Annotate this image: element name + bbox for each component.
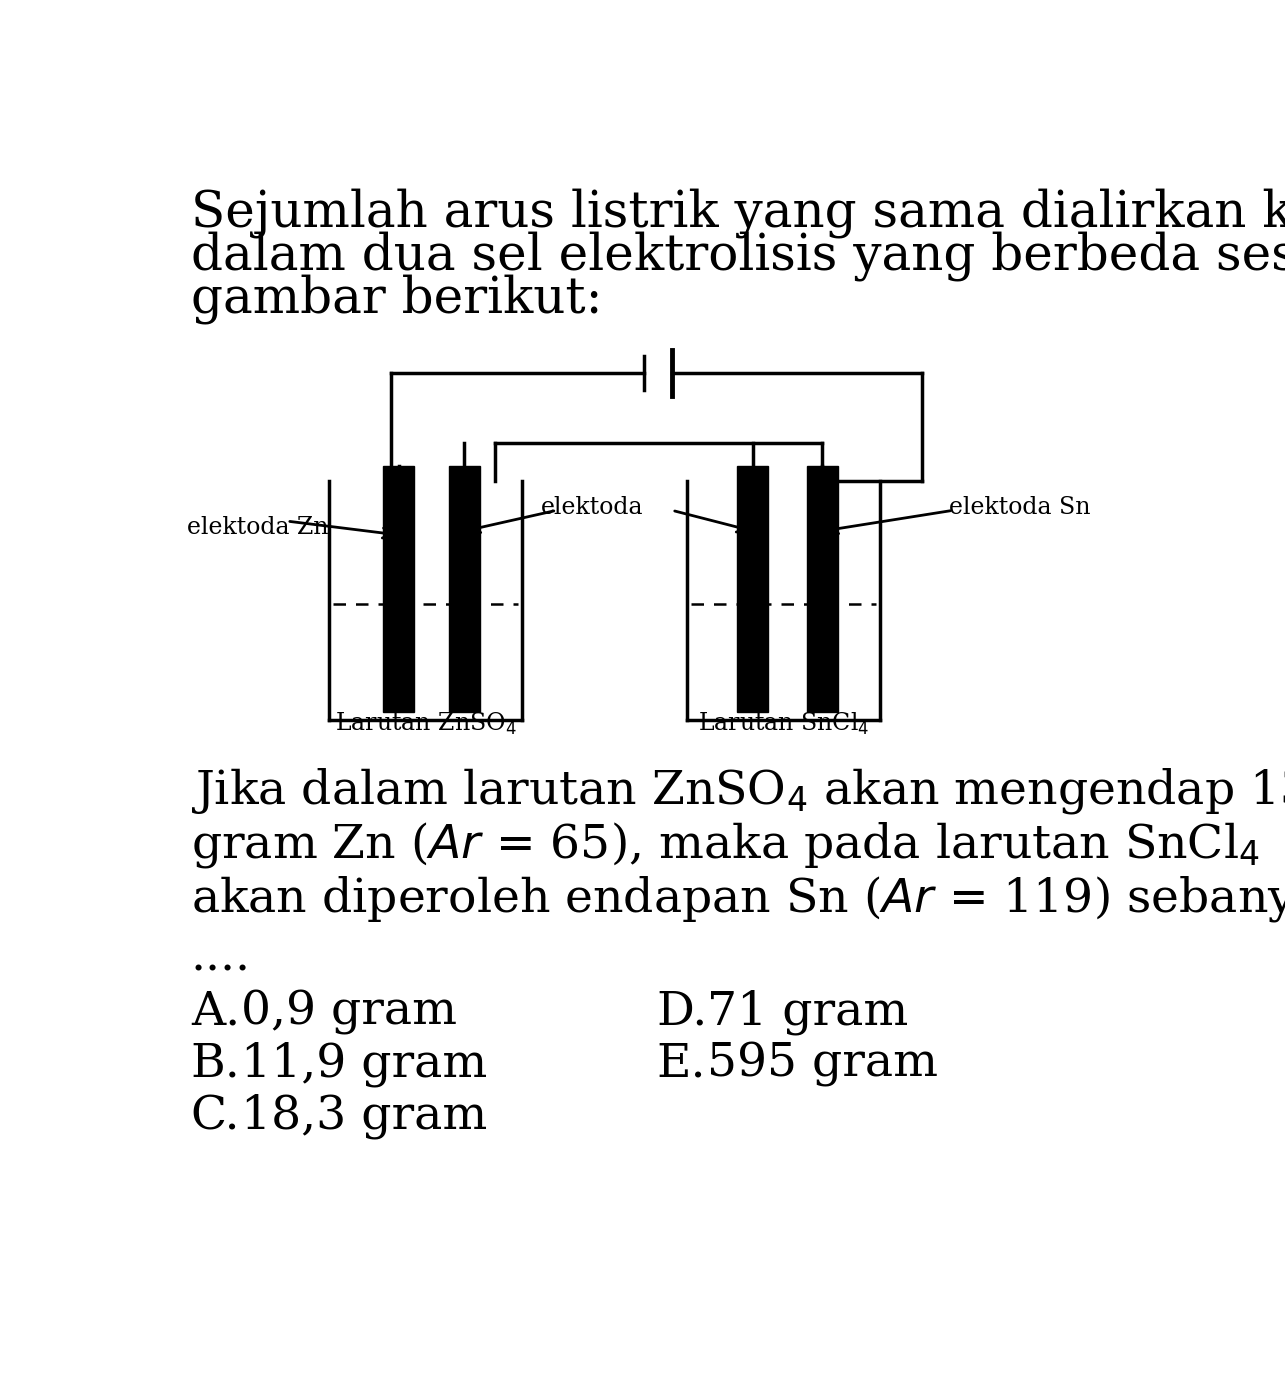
Text: akan diperoleh endapan Sn ($\mathit{Ar}$ = 119) sebanyak: akan diperoleh endapan Sn ($\mathit{Ar}$… <box>190 874 1285 923</box>
Bar <box>738 466 768 712</box>
Text: D.: D. <box>657 989 708 1035</box>
Text: 595 gram: 595 gram <box>707 1042 938 1087</box>
Text: 11,9 gram: 11,9 gram <box>240 1042 487 1087</box>
Text: elektoda Sn: elektoda Sn <box>950 496 1091 520</box>
Text: E.: E. <box>657 1042 707 1087</box>
Bar <box>807 466 838 712</box>
Text: gram Zn ($\mathit{Ar}$ = 65), maka pada larutan SnCl$_4$: gram Zn ($\mathit{Ar}$ = 65), maka pada … <box>190 820 1259 870</box>
Text: dalam dua sel elektrolisis yang berbeda sesuai: dalam dua sel elektrolisis yang berbeda … <box>190 232 1285 281</box>
Text: Jika dalam larutan ZnSO$_4$ akan mengendap 13: Jika dalam larutan ZnSO$_4$ akan mengend… <box>190 766 1285 816</box>
Text: B.: B. <box>190 1042 240 1087</box>
Text: 0,9 gram: 0,9 gram <box>240 989 457 1035</box>
Text: C.: C. <box>190 1094 240 1140</box>
Text: elektoda Zn: elektoda Zn <box>186 515 329 539</box>
Text: gambar berikut:: gambar berikut: <box>190 274 603 324</box>
Text: ....: .... <box>190 936 251 981</box>
Bar <box>383 466 414 712</box>
Bar <box>448 466 479 712</box>
Text: Larutan SnCl$_4$: Larutan SnCl$_4$ <box>698 711 870 737</box>
Text: A.: A. <box>190 989 240 1035</box>
Text: 71 gram: 71 gram <box>707 989 908 1035</box>
Text: Sejumlah arus listrik yang sama dialirkan ke: Sejumlah arus listrik yang sama dialirka… <box>190 189 1285 238</box>
Text: elektoda: elektoda <box>541 496 644 520</box>
Text: Larutan ZnSO$_4$: Larutan ZnSO$_4$ <box>335 711 517 737</box>
Text: 18,3 gram: 18,3 gram <box>240 1094 487 1140</box>
